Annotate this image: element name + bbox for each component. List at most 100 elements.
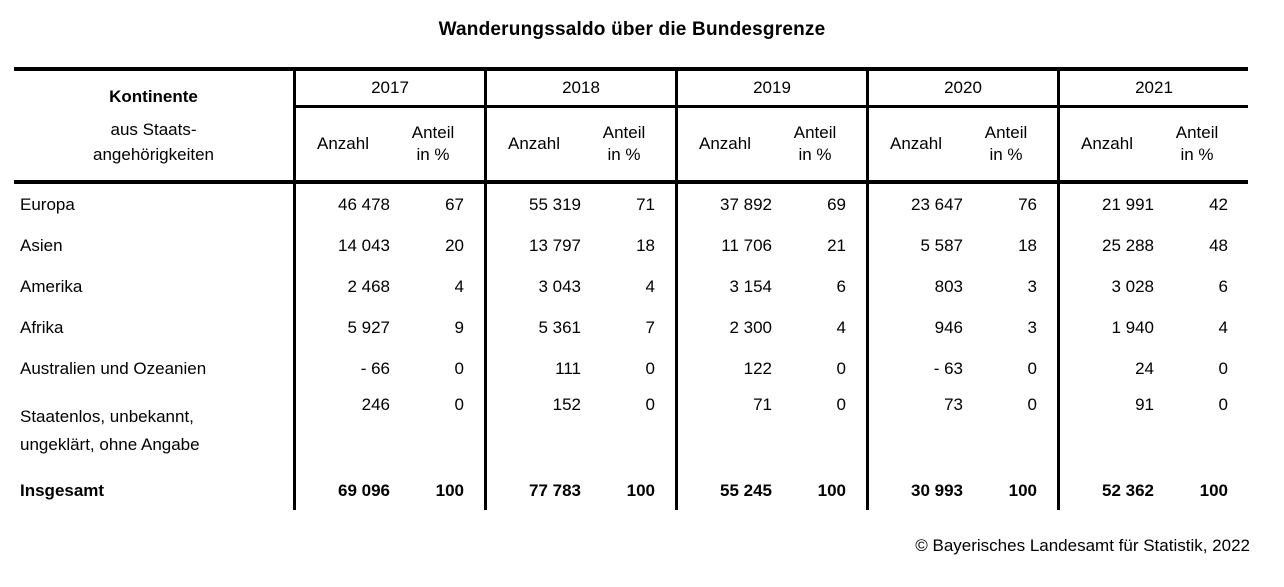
label-line: Australien und Ozeanien	[20, 358, 207, 378]
year-data-cell: - 63 0	[866, 348, 1057, 389]
row-header-title: Kontinente	[109, 86, 198, 106]
year-columns-header: 2017 Anzahl Anteil in % 2018 Anzahl Anteil in %…	[293, 71, 1248, 180]
year-data-cell: 5 927 9	[293, 307, 484, 348]
label-line: Amerika	[20, 276, 83, 296]
year-label: 2017	[296, 71, 484, 108]
anzahl-value: 246	[361, 395, 390, 414]
year-data-cell: - 66 0	[293, 348, 484, 389]
anteil-value: 0	[645, 395, 655, 414]
year-data-cell: 2 300 4	[675, 307, 866, 348]
anzahl-value: 73	[944, 395, 963, 414]
anzahl-value: 3 154	[729, 276, 772, 296]
year-column-header: 2019 Anzahl Anteil in %	[675, 71, 866, 180]
anteil-value: 100	[1199, 480, 1228, 500]
anzahl-value: 55 319	[529, 194, 581, 214]
anteil-value: 0	[1218, 395, 1228, 414]
table-row: Afrika 5 927 9 5 361 7 2 300 4 946 3 1 940 4	[14, 307, 1248, 348]
label-line: Asien	[20, 235, 63, 255]
year-label: 2018	[487, 71, 675, 108]
table-row-cells: - 66 0 111 0 122 0 - 63 0 24 0	[293, 348, 1248, 389]
anzahl-value: - 66	[360, 358, 390, 378]
anteil-value: 0	[1027, 358, 1037, 378]
measure-header-row: Anzahl Anteil in %	[678, 108, 866, 180]
anzahl-header: Anzahl	[1081, 134, 1133, 153]
anteil-value: 6	[836, 276, 846, 296]
anteil-header: Anteil in %	[581, 122, 675, 166]
total-row: Insgesamt 69 096 100 77 783 100 55 245 100 30 9…	[14, 461, 1248, 510]
anteil-value: 0	[645, 358, 655, 378]
anteil-value: 42	[1209, 194, 1228, 214]
year-data-cell: 246 0	[293, 389, 484, 461]
anteil-header-line: Anteil	[984, 123, 1028, 142]
anzahl-value: 5 361	[538, 317, 581, 337]
anzahl-value: 91	[1135, 395, 1154, 414]
year-data-cell: 23 647 76	[866, 184, 1057, 225]
anzahl-value: 69 096	[338, 480, 390, 500]
label-line: Afrika	[20, 317, 64, 337]
year-data-cell: 37 892 69	[675, 184, 866, 225]
anteil-value: 18	[636, 235, 655, 255]
year-label: 2021	[1060, 71, 1248, 108]
table-row: Europa 46 478 67 55 319 71 37 892 69 23 647 76 21…	[14, 184, 1248, 225]
anteil-header: Anteil in %	[772, 122, 866, 166]
anteil-value: 4	[454, 276, 464, 296]
anzahl-value: 77 783	[529, 480, 581, 500]
anteil-value: 4	[645, 276, 655, 296]
year-data-cell: 152 0	[484, 389, 675, 461]
anzahl-value: 2 468	[347, 276, 390, 296]
anteil-header-line: Anteil	[411, 123, 455, 142]
anzahl-header: Anzahl	[317, 134, 369, 153]
measure-header-row: Anzahl Anteil in %	[1060, 108, 1248, 180]
year-data-cell: 1 940 4	[1057, 307, 1248, 348]
anzahl-value: 946	[934, 317, 963, 337]
anteil-header-line: Anteil	[602, 123, 646, 142]
anteil-value: 0	[454, 395, 464, 414]
table-row: Australien und Ozeanien - 66 0 111 0 122 0- 63…	[14, 348, 1248, 389]
anteil-value: 21	[827, 235, 846, 255]
anteil-header-line: in %	[798, 145, 832, 164]
year-data-cell: 3 154 6	[675, 266, 866, 307]
page-title: Wanderungssaldo über die Bundesgrenze	[438, 19, 826, 40]
row-header-subtitle-line2: angehörigkeiten	[93, 144, 214, 164]
table-row-label: Amerika	[14, 266, 293, 307]
label-line: Insgesamt	[20, 480, 105, 500]
table-row-cells: 2 468 4 3 043 4 3 154 6 803 3 3 028 6	[293, 266, 1248, 307]
anteil-value: 100	[435, 480, 464, 500]
anzahl-value: 5 927	[347, 317, 390, 337]
table-row-cells: 14 043 20 13 797 18 11 706 21 5 587 18 25 288 48	[293, 225, 1248, 266]
anteil-header: Anteil in %	[963, 122, 1057, 166]
year-data-cell: 46 478 67	[293, 184, 484, 225]
table-row-label: Asien	[14, 225, 293, 266]
year-data-cell: 30 993 100	[866, 461, 1057, 510]
anteil-value: 3	[1027, 276, 1037, 296]
year-data-cell: 111 0	[484, 348, 675, 389]
year-data-cell: 803 3	[866, 266, 1057, 307]
anteil-value: 4	[836, 317, 846, 337]
table-row-cells: 46 478 67 55 319 71 37 892 69 23 647 76 21 991 42	[293, 184, 1248, 225]
anteil-header-line: in %	[989, 145, 1023, 164]
anzahl-value: 25 288	[1102, 235, 1154, 255]
anteil-value: 0	[454, 358, 464, 378]
anzahl-value: - 63	[933, 358, 963, 378]
anteil-value: 3	[1027, 317, 1037, 337]
year-data-cell: 52 362 100	[1057, 461, 1248, 510]
anteil-header-line: Anteil	[1175, 123, 1219, 142]
anzahl-value: 52 362	[1102, 480, 1154, 500]
label-line: ungeklärt, ohne Angabe	[20, 435, 200, 454]
year-column-header: 2021 Anzahl Anteil in %	[1057, 71, 1248, 180]
year-data-cell: 25 288 48	[1057, 225, 1248, 266]
anteil-value: 67	[445, 194, 464, 214]
year-data-cell: 5 361 7	[484, 307, 675, 348]
anzahl-value: 55 245	[720, 480, 772, 500]
total-row-label: Insgesamt	[14, 461, 293, 510]
anteil-value: 0	[1218, 358, 1228, 378]
year-data-cell: 21 991 42	[1057, 184, 1248, 225]
anteil-value: 7	[645, 317, 655, 337]
year-data-cell: 71 0	[675, 389, 866, 461]
anzahl-value: 11 706	[721, 235, 772, 255]
table-row-label: Australien und Ozeanien	[14, 348, 293, 389]
year-label: 2019	[678, 71, 866, 108]
anteil-value: 0	[836, 358, 846, 378]
anteil-header-line: in %	[416, 145, 450, 164]
